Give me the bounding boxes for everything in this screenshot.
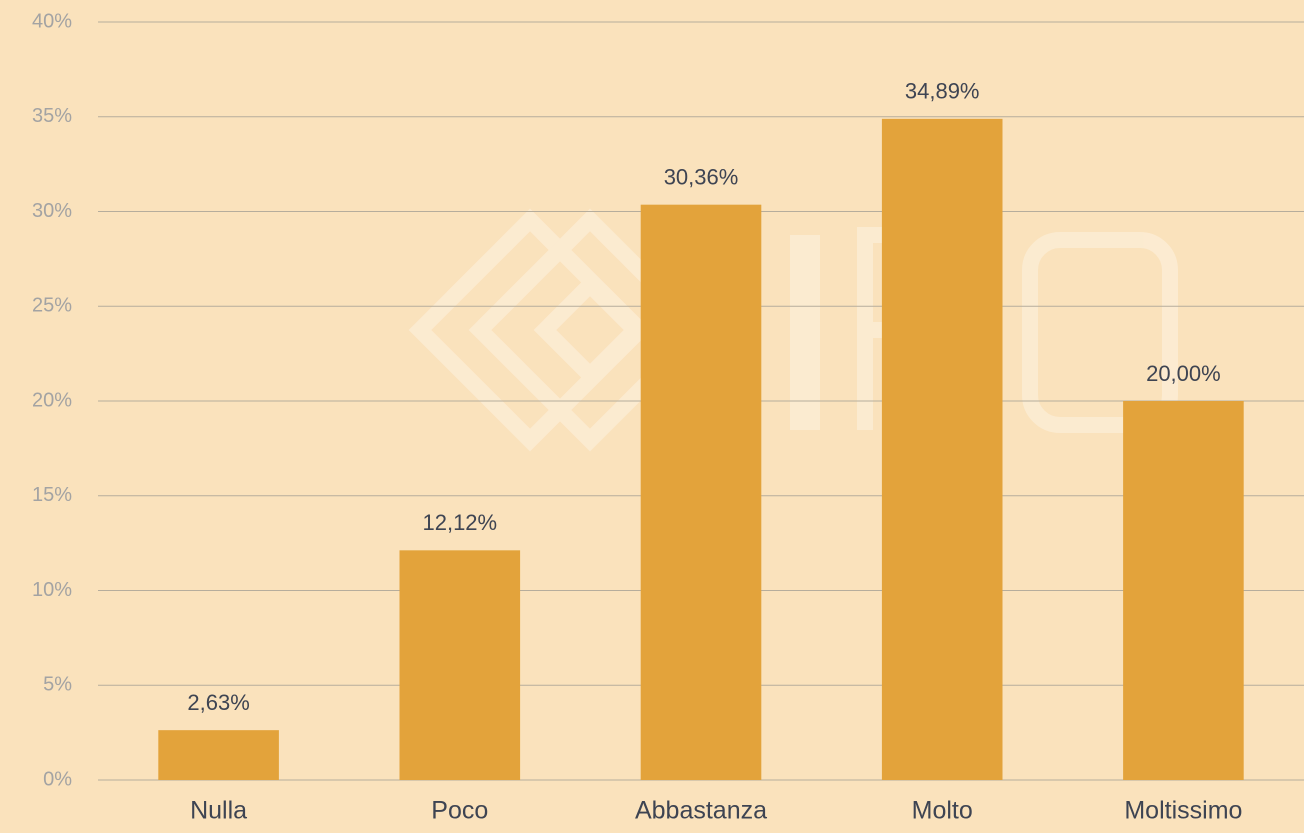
x-tick-label: Nulla bbox=[190, 797, 247, 825]
x-tick-label: Abbastanza bbox=[635, 797, 767, 825]
y-tick-label: 15% bbox=[32, 484, 72, 506]
y-tick-label: 0% bbox=[43, 768, 72, 790]
plot-area: 0% 5% 10% 15% 20% 25% 30% 35% 40% Nulla 2,63% Poco 1… bbox=[32, 10, 1304, 825]
y-tick-label: 35% bbox=[32, 105, 72, 127]
y-tick-label: 40% bbox=[32, 10, 72, 32]
x-tick-label: Moltissimo bbox=[1124, 797, 1242, 825]
bar bbox=[640, 204, 762, 781]
bar bbox=[881, 118, 1003, 781]
x-tick-label: Poco bbox=[431, 797, 488, 825]
value-label: 30,36% bbox=[664, 164, 739, 189]
bar bbox=[158, 730, 279, 780]
y-tick-label: 30% bbox=[32, 200, 72, 222]
y-tick-label: 20% bbox=[32, 389, 72, 411]
bar bbox=[399, 550, 521, 780]
y-tick-label: 25% bbox=[32, 295, 72, 317]
y-tick-label: 5% bbox=[43, 674, 72, 696]
watermark bbox=[408, 208, 1178, 452]
x-tick-label: Molto bbox=[912, 797, 973, 825]
value-label: 34,89% bbox=[905, 79, 980, 104]
value-label: 12,12% bbox=[422, 510, 497, 535]
value-label: 2,63% bbox=[187, 690, 249, 715]
bar bbox=[1123, 401, 1244, 780]
value-label: 20,00% bbox=[1146, 361, 1221, 386]
y-tick-label: 10% bbox=[32, 579, 72, 601]
